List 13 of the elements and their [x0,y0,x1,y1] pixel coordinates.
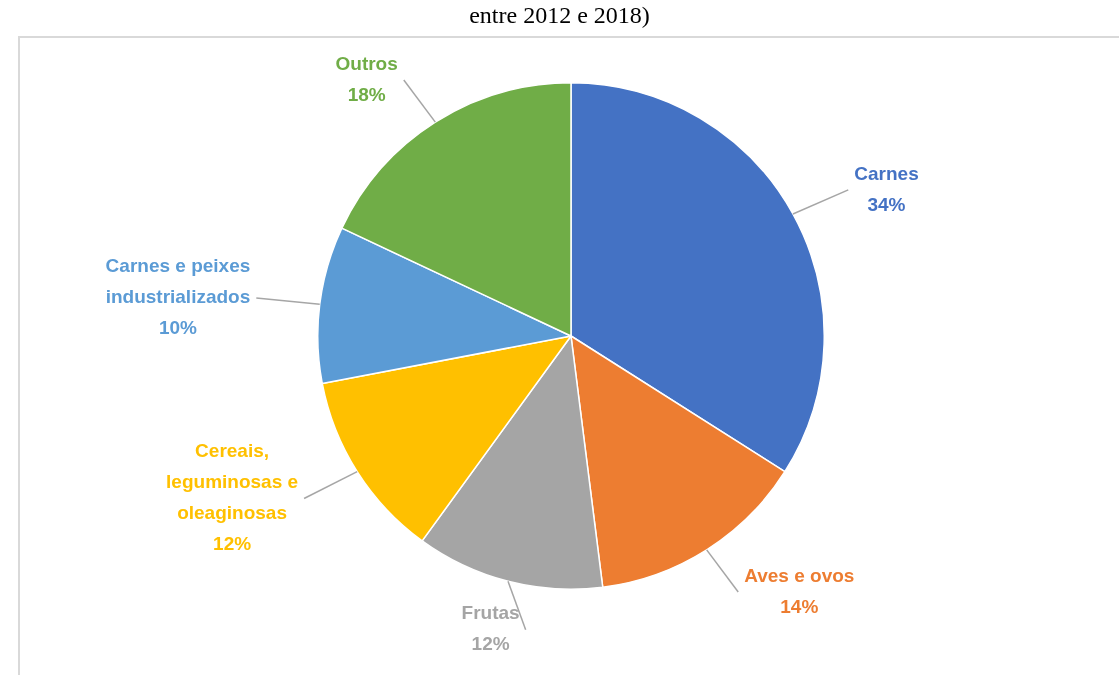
data-label: 14% [780,595,819,617]
slice-label: Outros [335,52,398,74]
slice-label: Carnes [854,162,919,184]
slice-label: Cereais, leguminosas e oleaginosas [166,440,299,524]
data-label: 12% [471,633,510,655]
slice-label: Carnes e peixes industrializados [105,255,251,308]
data-label: 18% [347,83,386,105]
data-label: 34% [867,193,906,215]
slice-label: Aves e ovos [744,564,855,586]
slice-label: Frutas [461,602,520,624]
data-label: 10% [158,317,198,339]
chart-title: entre 2012 e 2018) [468,1,651,30]
data-label: 12% [213,533,252,555]
